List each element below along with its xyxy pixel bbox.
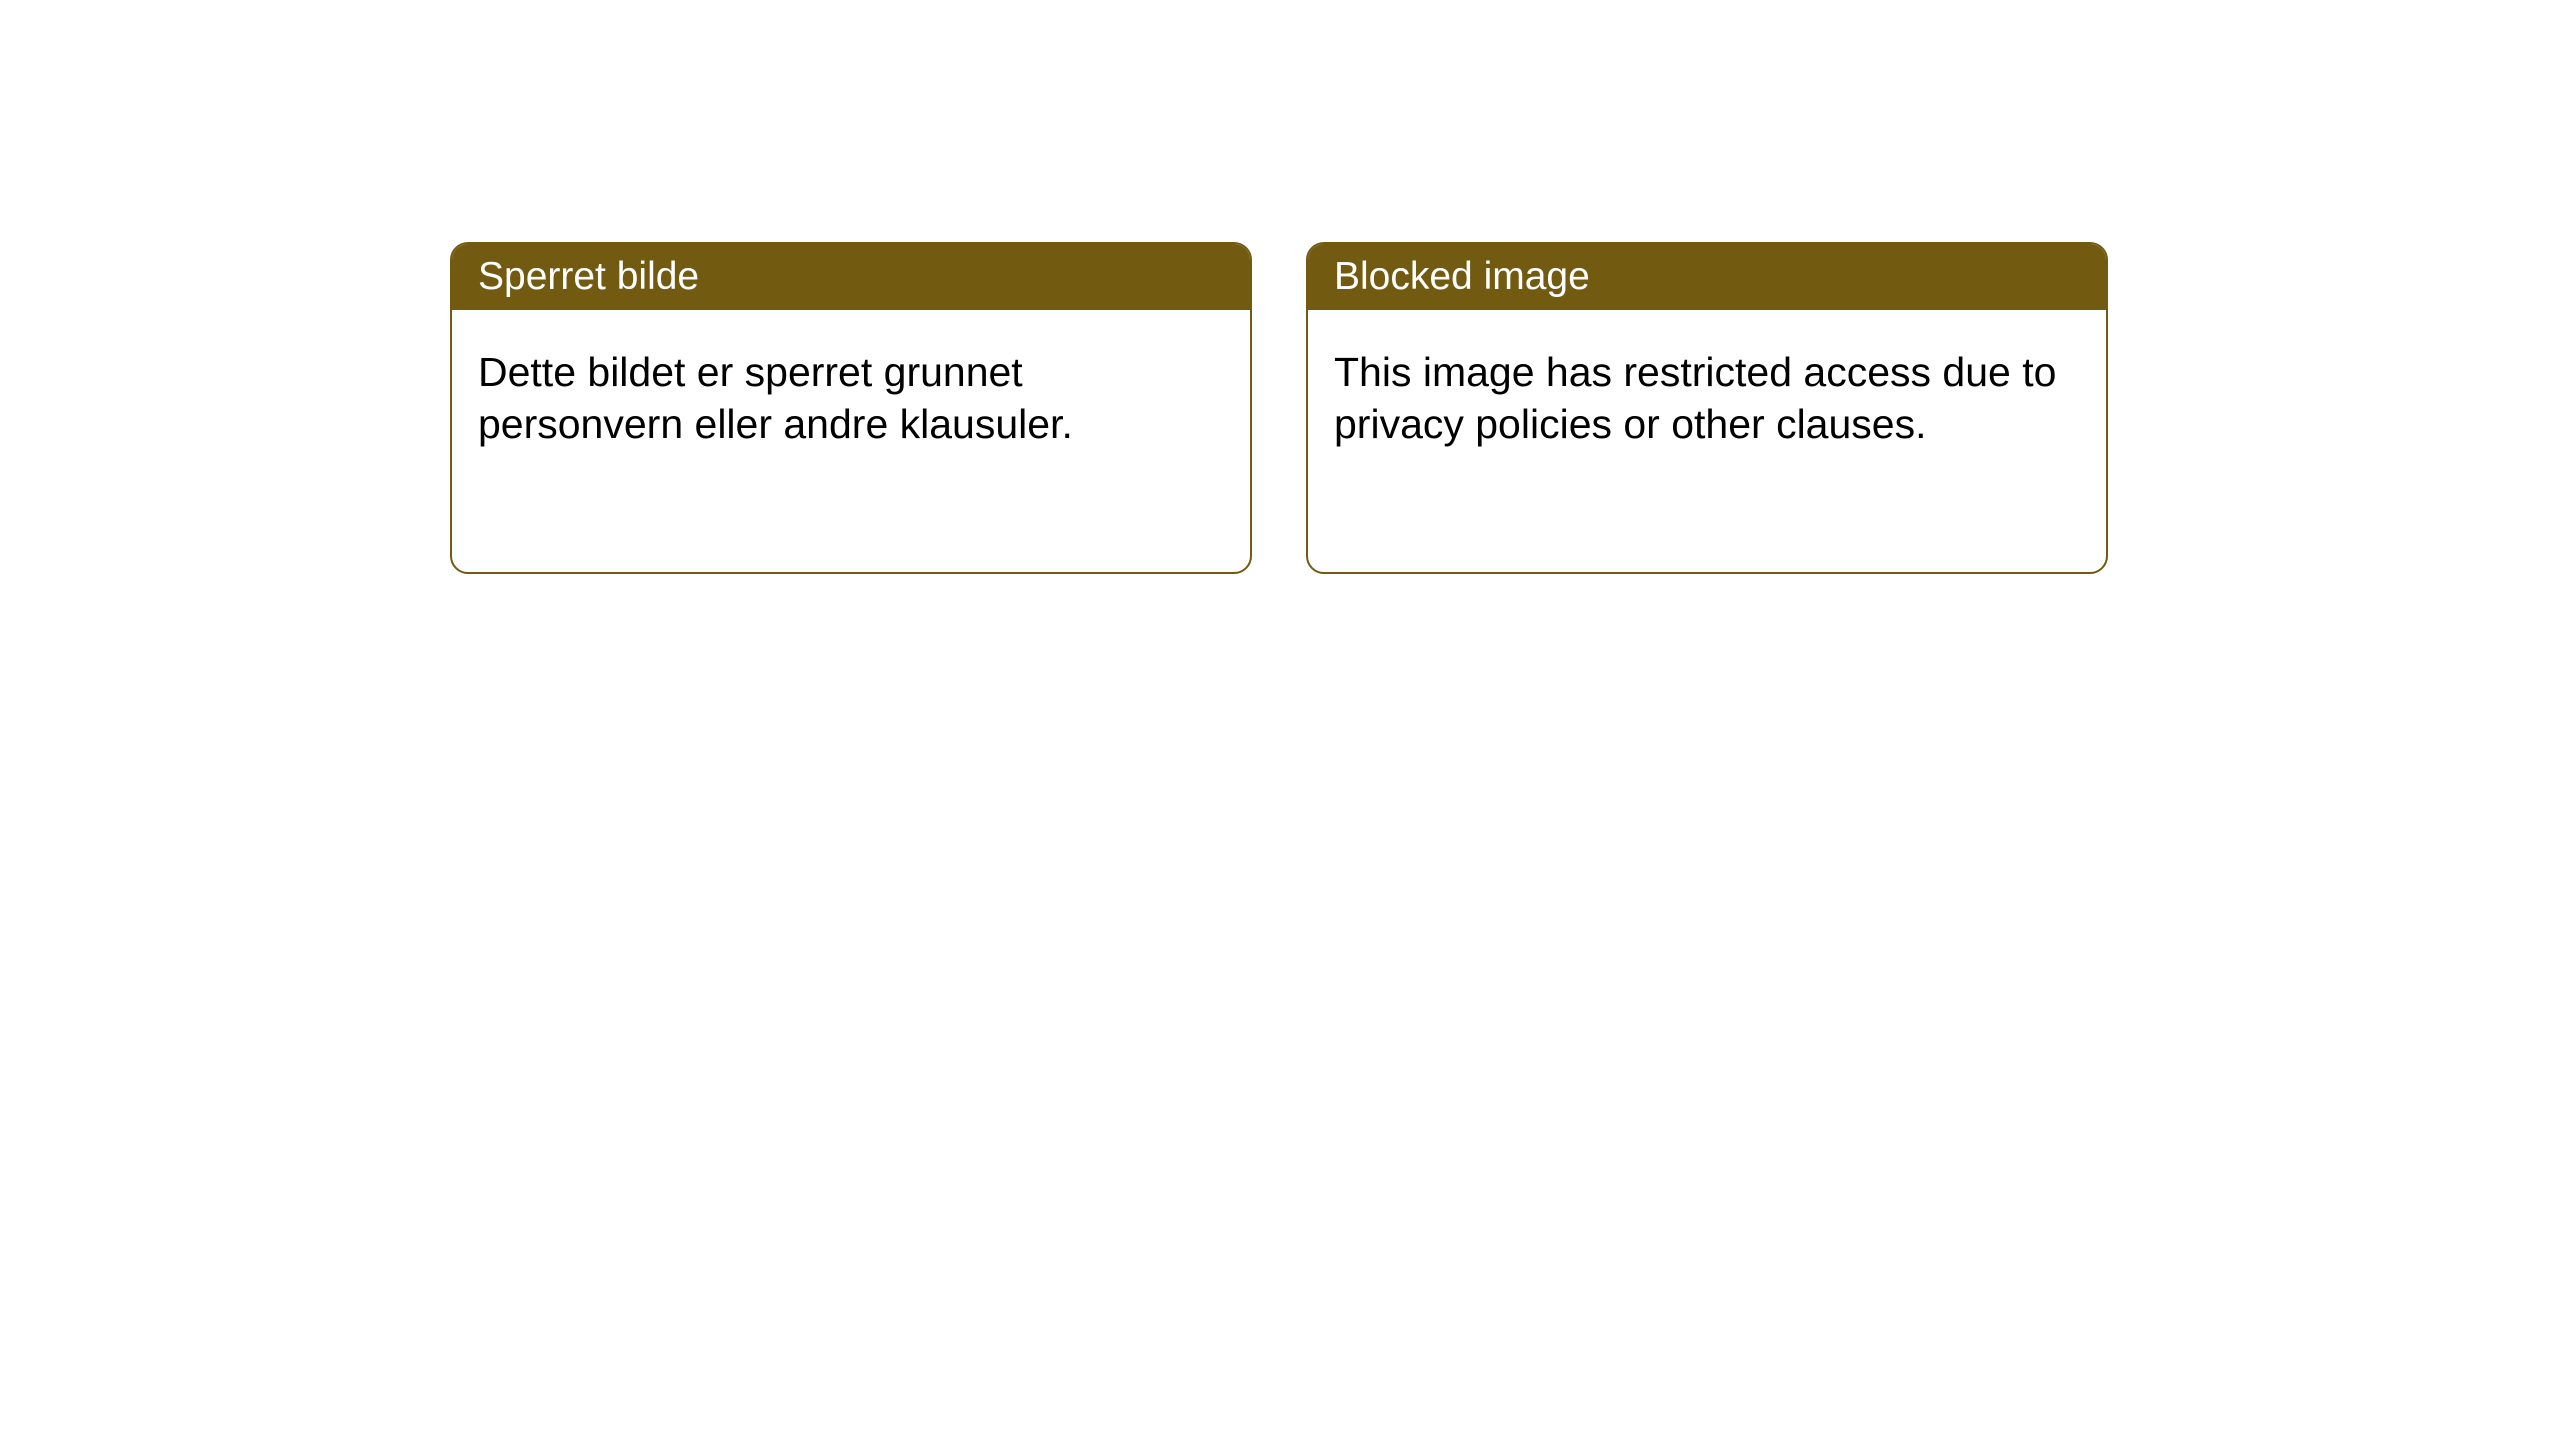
notice-title-norwegian: Sperret bilde: [478, 255, 699, 298]
notice-card-english: Blocked image This image has restricted …: [1306, 242, 2108, 574]
notice-body-english: This image has restricted access due to …: [1308, 310, 2106, 487]
notice-header-english: Blocked image: [1308, 244, 2106, 310]
notice-card-norwegian: Sperret bilde Dette bildet er sperret gr…: [450, 242, 1252, 574]
notice-body-norwegian: Dette bildet er sperret grunnet personve…: [452, 310, 1250, 487]
notice-title-english: Blocked image: [1334, 255, 1590, 298]
notice-header-norwegian: Sperret bilde: [452, 244, 1250, 310]
notice-text-english: This image has restricted access due to …: [1334, 349, 2056, 447]
notice-text-norwegian: Dette bildet er sperret grunnet personve…: [478, 349, 1073, 447]
notice-container: Sperret bilde Dette bildet er sperret gr…: [450, 242, 2108, 574]
